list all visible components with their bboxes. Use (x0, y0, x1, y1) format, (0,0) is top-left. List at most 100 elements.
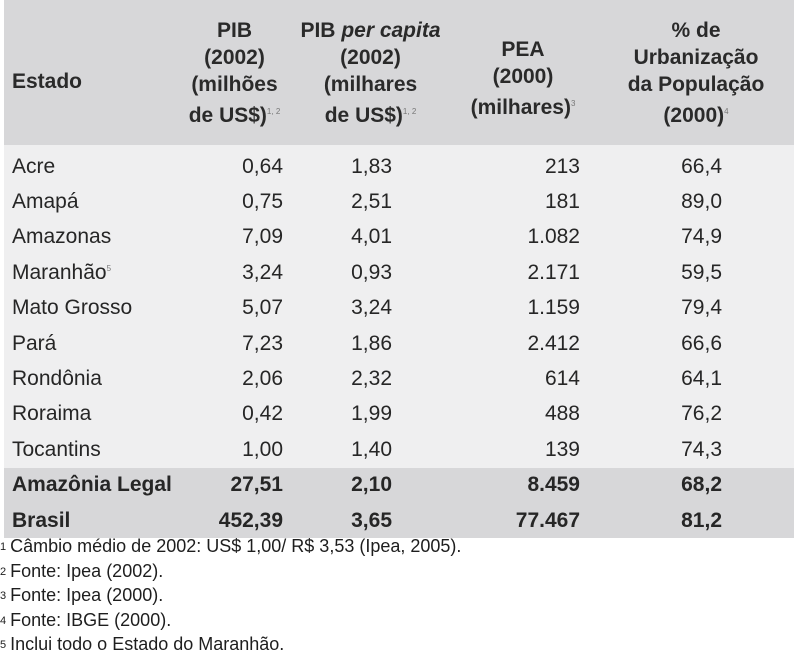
cell-pib-per-capita: 1,86 (293, 325, 448, 362)
header-pea-line: (2000) (492, 65, 554, 88)
cell-urbanizacao: 76,2 (598, 396, 794, 433)
footnote: 1 Câmbio médio de 2002: US$ 1,00/ R$ 3,53… (0, 534, 461, 559)
cell-pib-per-capita: 3,24 (293, 290, 448, 326)
header-pea-line: PEA (501, 38, 545, 61)
header-urb-sup: 4 (724, 106, 729, 116)
footnote-number: 4 (0, 614, 7, 627)
cell-pib-per-capita: 2,32 (293, 361, 448, 397)
cell-urbanizacao: 74,3 (598, 432, 794, 468)
cell-estado: Acre (4, 145, 176, 185)
cell-pea: 8.459 (448, 467, 598, 503)
cell-estado-text: Maranhão (12, 260, 107, 284)
header-pc-line: (2002) (340, 45, 401, 69)
table-row: Rondônia 2,06 2,32 614 64,1 (4, 361, 794, 397)
cell-pib-per-capita: 4,01 (293, 219, 448, 256)
footnote: 2 Fonte: Ipea (2002). (0, 559, 461, 584)
cell-urbanizacao: 66,4 (598, 145, 794, 185)
header-pib-line: de US$) (188, 103, 267, 127)
cell-urbanizacao: 81,2 (598, 502, 794, 539)
data-table: Estado PIB (2002) (milhões de US$)1, 2 P… (4, 0, 794, 539)
cell-estado: Maranhão5 (4, 255, 176, 291)
table-row: Amapá 0,75 2,51 181 89,0 (4, 184, 794, 220)
total-row: Brasil 452,39 3,65 77.467 81,2 (4, 502, 794, 539)
cell-pib: 5,07 (176, 290, 293, 326)
footnote-number: 2 (0, 565, 7, 578)
footnote-text: Fonte: IBGE (2000). (10, 609, 172, 630)
table-row: Mato Grosso 5,07 3,24 1.159 79,4 (4, 290, 794, 326)
cell-pib-per-capita: 1,40 (293, 432, 448, 468)
cell-pib: 452,39 (176, 502, 293, 539)
footnote-number: 3 (0, 590, 7, 602)
footnote-text: Fonte: Ipea (2000). (10, 585, 164, 605)
header-estado: Estado (4, 0, 176, 145)
cell-estado: Rondônia (4, 361, 176, 397)
header-pib-line: PIB (216, 18, 252, 42)
cell-pea: 2.171 (448, 255, 598, 291)
header-pib-line: (milhões (191, 72, 278, 96)
cell-estado: Tocantins (4, 432, 176, 468)
footnote-text: Inclui todo o Estado do Maranhão. (10, 634, 285, 654)
header-pc-prefix: PIB (300, 18, 342, 42)
cell-urbanizacao: 89,0 (598, 184, 794, 220)
footnote-text: Câmbio médio de 2002: US$ 1,00/ R$ 3,53 … (10, 536, 462, 556)
cell-pib: 27,51 (176, 467, 293, 503)
header-pib-per-capita: PIB per capita (2002) (milhares de US$)1… (293, 0, 448, 145)
table-row: Maranhão5 3,24 0,93 2.171 59,5 (4, 255, 794, 291)
header-pea: PEA (2000) (milhares)3 (448, 0, 598, 145)
cell-urbanizacao: 68,2 (598, 467, 794, 503)
header-urb-line: Urbanização (633, 45, 759, 69)
cell-pib-per-capita: 3,65 (293, 502, 448, 539)
table-row: Pará 7,23 1,86 2.412 66,6 (4, 325, 794, 362)
footnote-text: Fonte: Ipea (2002). (10, 560, 164, 581)
cell-pib: 7,23 (176, 325, 293, 362)
footnotes: 1 Câmbio médio de 2002: US$ 1,00/ R$ 3,53… (0, 534, 461, 657)
cell-estado: Brasil (4, 502, 176, 539)
header-pea-sup: 3 (570, 99, 576, 108)
cell-pib-per-capita: 2,51 (293, 184, 448, 220)
cell-estado: Mato Grosso (4, 290, 176, 326)
cell-urbanizacao: 66,6 (598, 325, 794, 362)
header-pea-line: (milhares) (470, 96, 571, 119)
cell-urbanizacao: 64,1 (598, 361, 794, 397)
header-row: Estado PIB (2002) (milhões de US$)1, 2 P… (4, 0, 794, 145)
footnote-number: 1 (0, 541, 7, 553)
cell-pea: 139 (448, 432, 598, 468)
header-urb-line: da População (627, 72, 765, 96)
cell-pea: 1.159 (448, 290, 598, 326)
cell-pea: 488 (448, 396, 598, 433)
cell-urbanizacao: 59,5 (598, 255, 794, 291)
table-row: Roraima 0,42 1,99 488 76,2 (4, 396, 794, 433)
header-pc-sup: 1, 2 (402, 106, 417, 116)
cell-pea: 1.082 (448, 219, 598, 256)
cell-pea: 213 (448, 145, 598, 185)
cell-pib-per-capita: 0,93 (293, 255, 448, 291)
cell-pib-per-capita: 1,83 (293, 145, 448, 185)
cell-pib-per-capita: 2,10 (293, 467, 448, 503)
cell-estado: Roraima (4, 396, 176, 433)
total-row: Amazônia Legal 27,51 2,10 8.459 68,2 (4, 467, 794, 503)
cell-urbanizacao: 79,4 (598, 290, 794, 326)
footnote: 5 Inclui todo o Estado do Maranhão. (0, 632, 461, 657)
cell-estado-sup: 5 (106, 263, 112, 273)
header-pc-line: (milhares (323, 72, 418, 96)
cell-pea: 2.412 (448, 325, 598, 362)
header-urbanizacao: % de Urbanização da População (2000)4 (598, 0, 794, 145)
cell-pea: 77.467 (448, 502, 598, 539)
footnote: 3 Fonte: Ipea (2000). (0, 583, 461, 608)
cell-pib: 1,00 (176, 432, 293, 468)
cell-estado: Pará (4, 325, 176, 362)
cell-pib: 7,09 (176, 219, 293, 256)
cell-pib: 0,75 (176, 184, 293, 220)
cell-estado: Amapá (4, 184, 176, 220)
header-urb-line: (2000) (663, 103, 725, 127)
cell-urbanizacao: 74,9 (598, 219, 794, 256)
header-pib-sup: 1, 2 (266, 106, 281, 116)
cell-estado: Amazonas (4, 219, 176, 256)
cell-pib: 3,24 (176, 255, 293, 291)
table-row: Tocantins 1,00 1,40 139 74,3 (4, 432, 794, 468)
header-pc-line: de US$) (324, 103, 403, 127)
table-row: Amazonas 7,09 4,01 1.082 74,9 (4, 219, 794, 256)
cell-estado: Amazônia Legal (4, 467, 176, 503)
cell-pib: 2,06 (176, 361, 293, 397)
cell-pib-per-capita: 1,99 (293, 396, 448, 433)
